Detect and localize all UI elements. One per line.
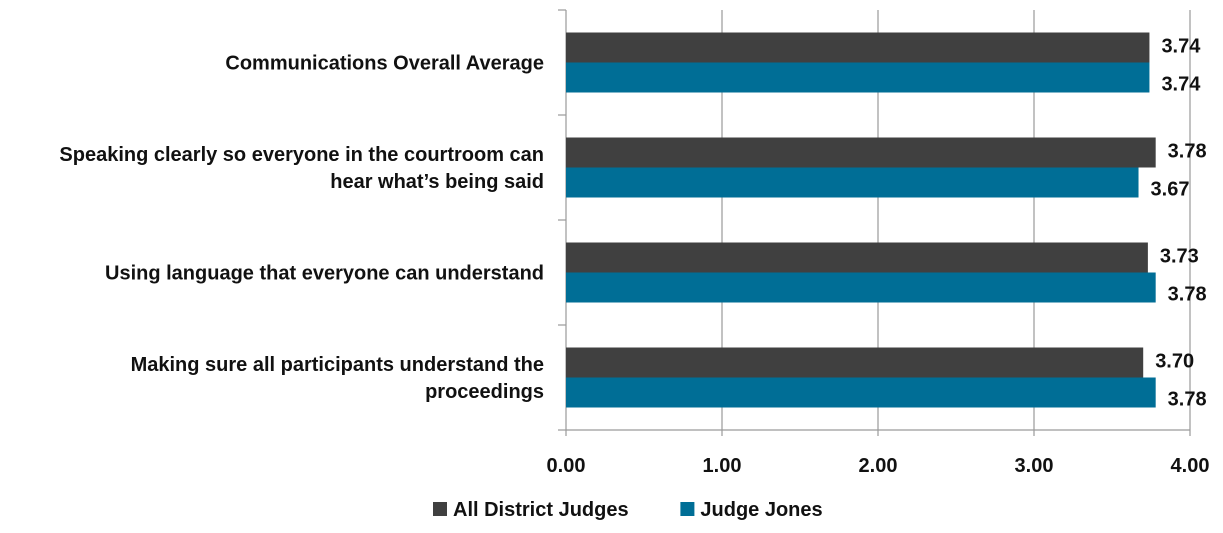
bar-judge-jones	[566, 272, 1156, 303]
category-label: Speaking clearly so everyone in the cour…	[59, 144, 544, 166]
data-labels: 3.74 3.74 3.78 3.67 3.73 3.78 3.70 3.78	[1151, 36, 1207, 411]
bar-all-district-judges	[566, 347, 1144, 378]
legend-swatch	[680, 502, 695, 516]
bar-judge-jones	[566, 377, 1156, 408]
legend-swatch	[433, 502, 447, 516]
x-tick-label: 3.00	[1015, 455, 1054, 477]
bar-all-district-judges	[566, 137, 1156, 168]
x-tick-label: 4.00	[1171, 455, 1210, 477]
category-label: hear what’s being said	[330, 171, 544, 193]
data-label: 3.78	[1168, 284, 1207, 306]
bar-all-district-judges	[566, 32, 1150, 63]
legend-label: All District Judges	[453, 499, 629, 521]
data-label: 3.74	[1161, 74, 1201, 96]
legend-label: Judge Jones	[700, 499, 822, 521]
data-label: 3.70	[1155, 351, 1194, 373]
x-tick-label: 1.00	[703, 455, 742, 477]
legend: All District Judges Judge Jones	[433, 499, 823, 521]
category-labels: Communications Overall Average Speaking c…	[59, 53, 544, 404]
data-label: 3.78	[1168, 141, 1207, 163]
bar-all-district-judges	[566, 242, 1148, 273]
bar-judge-jones	[566, 62, 1150, 93]
bar-judge-jones	[566, 167, 1139, 198]
x-tick-labels: 0.00 1.00 2.00 3.00 4.00	[547, 455, 1210, 477]
data-label: 3.74	[1161, 36, 1201, 58]
data-label: 3.78	[1168, 389, 1207, 411]
data-label: 3.73	[1160, 246, 1199, 268]
x-tick-label: 0.00	[547, 455, 586, 477]
data-label: 3.67	[1151, 179, 1190, 201]
category-label: Using language that everyone can underst…	[105, 263, 544, 285]
bars	[566, 32, 1156, 408]
category-label: proceedings	[425, 381, 544, 403]
x-tick-label: 2.00	[859, 455, 898, 477]
category-label: Communications Overall Average	[225, 53, 544, 75]
category-label: Making sure all participants understand …	[131, 354, 544, 376]
